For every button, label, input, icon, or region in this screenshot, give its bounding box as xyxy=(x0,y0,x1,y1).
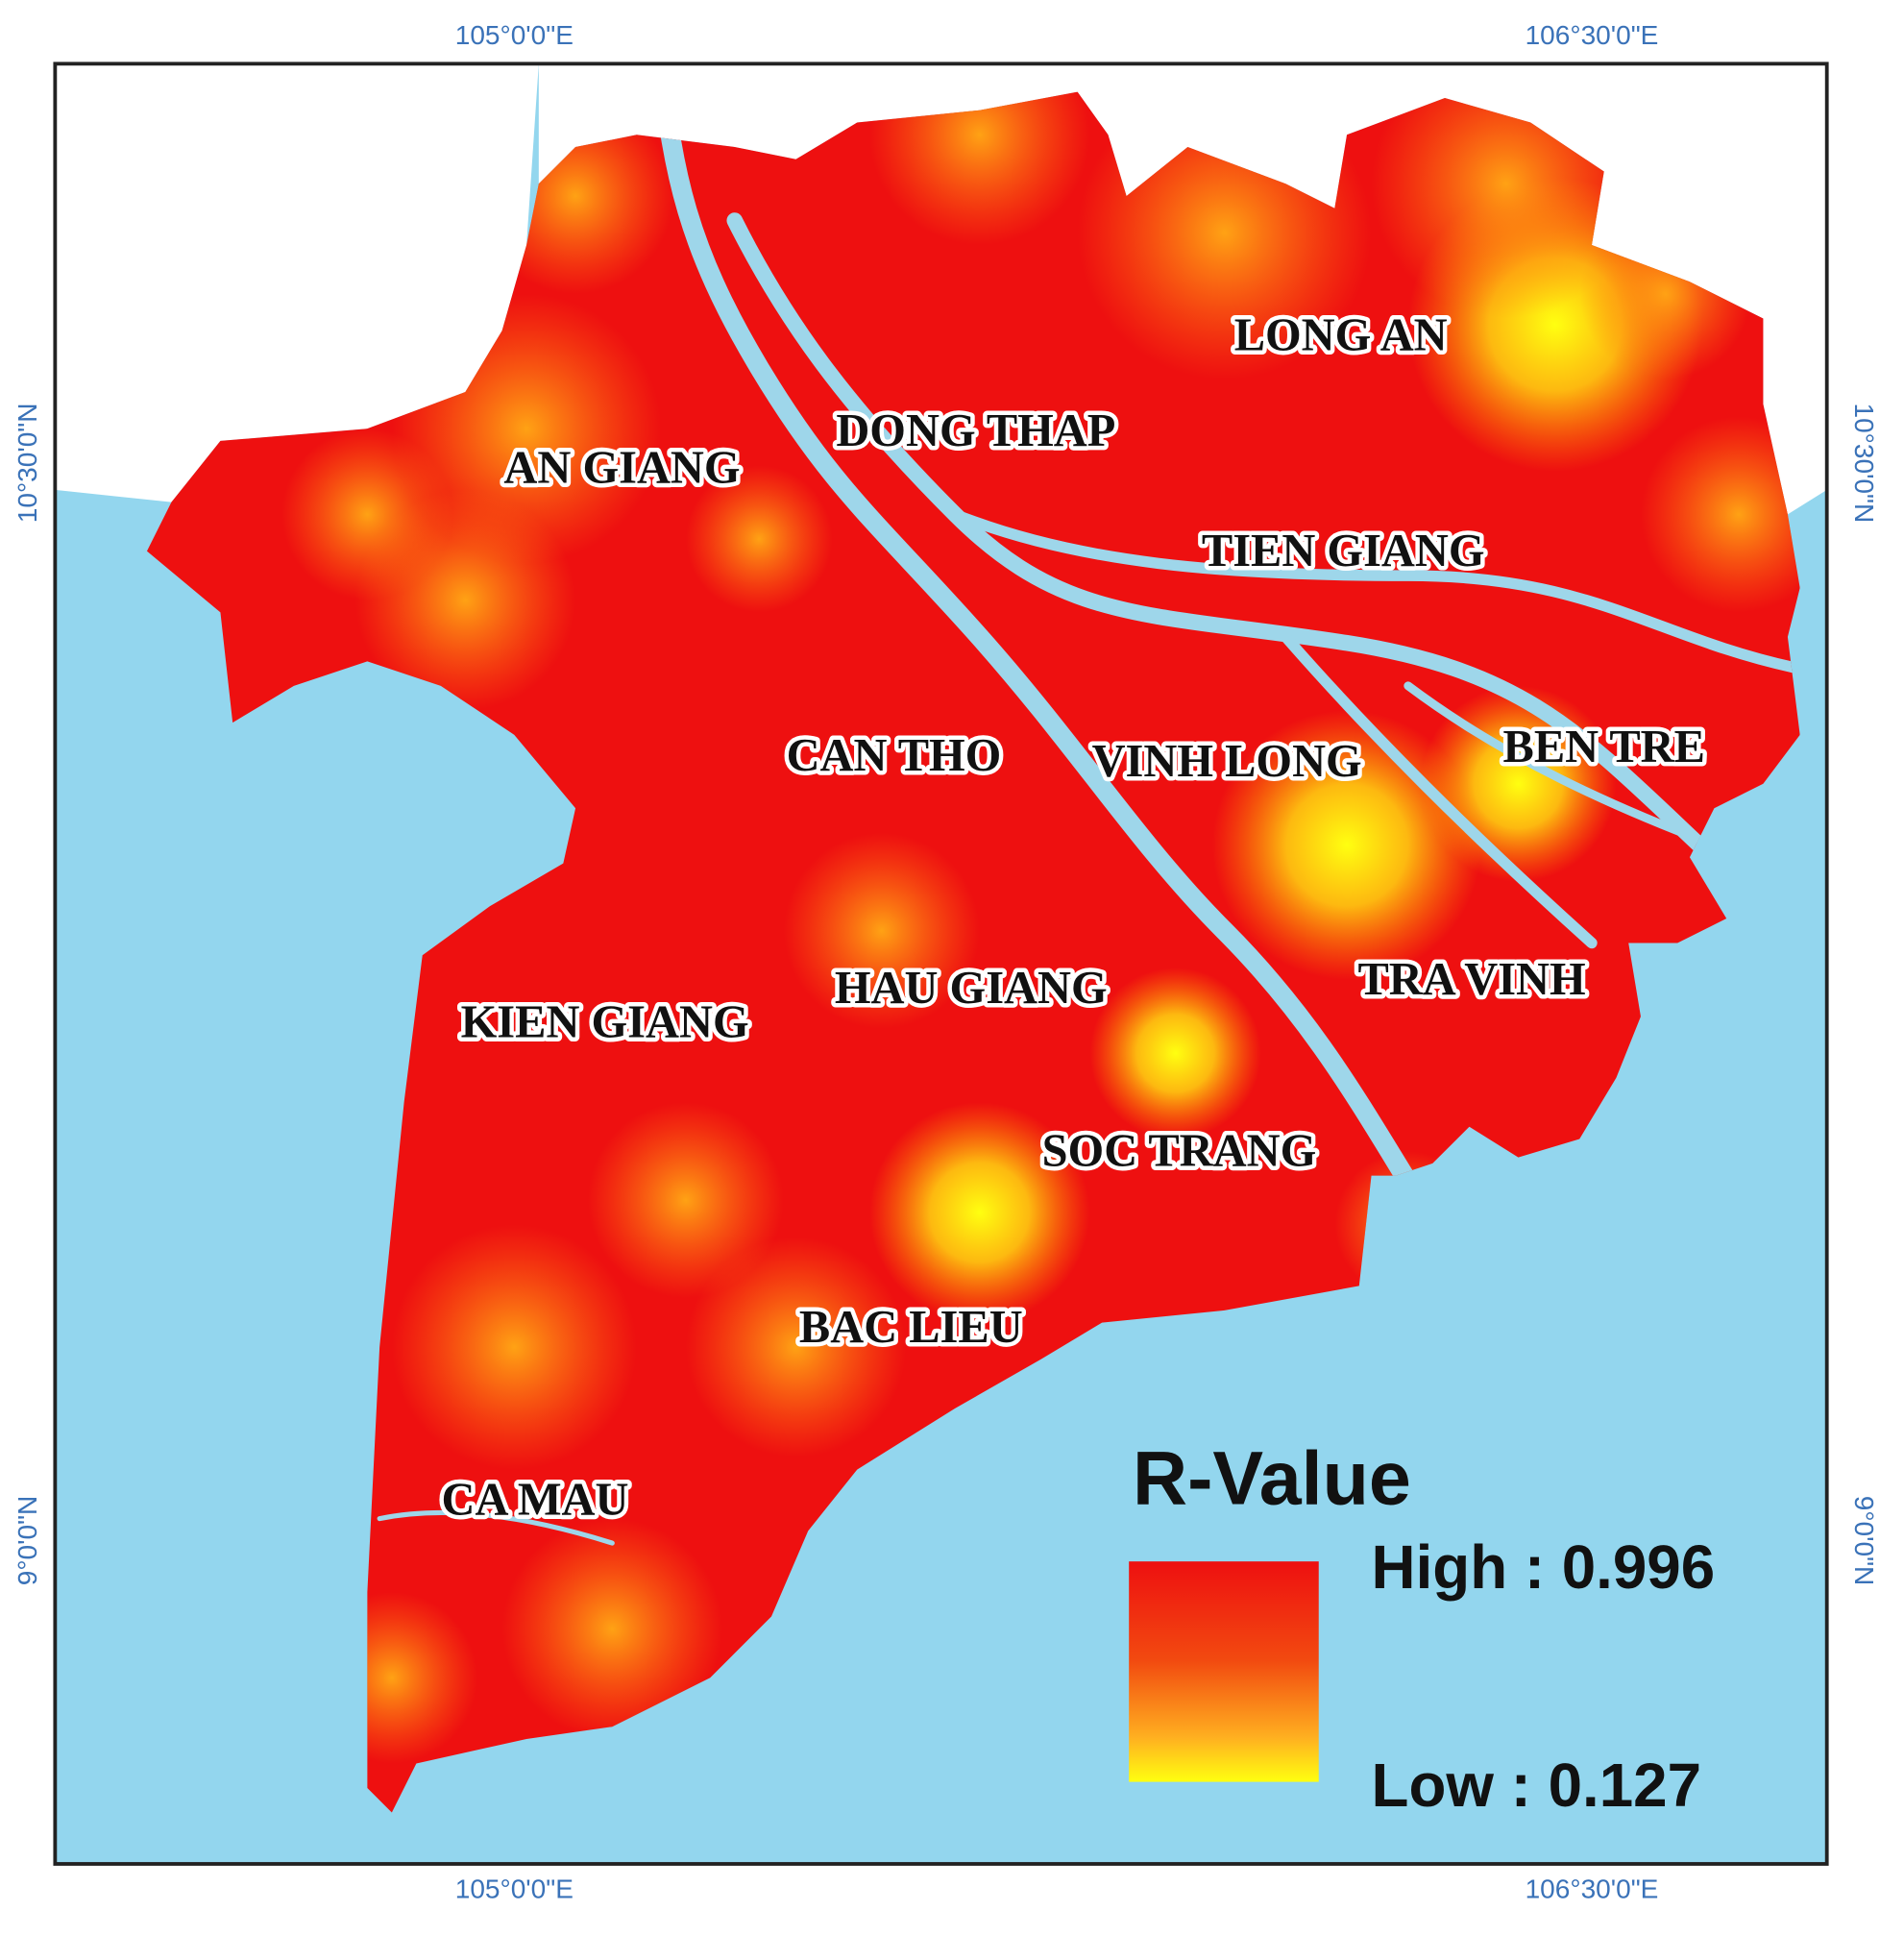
province-label: BAC LIEU xyxy=(799,1302,1023,1353)
graticule-label: 10°30'0"N xyxy=(12,404,42,524)
province-label: BEN TRE xyxy=(1503,722,1705,772)
graticule-label: 10°30'0"N xyxy=(1849,404,1879,524)
province-label: HAU GIANG xyxy=(835,963,1108,1014)
graticule-label: 105°0'0"E xyxy=(455,1874,574,1904)
mainland-east xyxy=(1763,306,1827,515)
mainland-north xyxy=(538,63,1827,319)
province-label: AN GIANG xyxy=(503,442,740,493)
blob xyxy=(587,1102,784,1299)
rivers xyxy=(377,91,1800,1546)
graticule-label: 106°30'0"E xyxy=(1526,1874,1659,1904)
blob xyxy=(1089,968,1261,1139)
province-label: CAN THO xyxy=(787,730,1002,781)
blob xyxy=(281,429,453,600)
province-label: VINH LONG xyxy=(1092,736,1362,787)
graticule-label: 105°0'0"E xyxy=(455,20,574,50)
blob xyxy=(391,1224,637,1470)
blob xyxy=(685,1237,907,1457)
graticule-label: 9°0'0"N xyxy=(12,1496,42,1586)
blob xyxy=(868,1102,1090,1323)
mainland-north xyxy=(55,63,539,502)
legend-ramp xyxy=(1129,1561,1319,1782)
blob xyxy=(685,465,833,613)
graticule-label: 106°30'0"E xyxy=(1526,20,1659,50)
province-label: LONG AN xyxy=(1234,310,1448,361)
province-label: KIEN GIANG xyxy=(461,997,749,1048)
province-label: CA MAU xyxy=(441,1475,628,1526)
blob xyxy=(783,832,980,1029)
legend-low: Low : 0.127 xyxy=(1372,1751,1701,1820)
blob xyxy=(501,1518,723,1739)
legend-title: R-Value xyxy=(1133,1434,1411,1520)
province-label: DONG THAP xyxy=(836,405,1115,456)
province-label: TIEN GIANG xyxy=(1202,526,1485,576)
frame xyxy=(53,61,1829,1866)
blob xyxy=(868,91,1090,245)
legend-high: High : 0.996 xyxy=(1372,1532,1716,1602)
province-label: TRA VINH xyxy=(1357,954,1585,1005)
province-label: SOC TRANG xyxy=(1042,1125,1317,1176)
graticule-label: 9°0'0"N xyxy=(1849,1496,1879,1586)
